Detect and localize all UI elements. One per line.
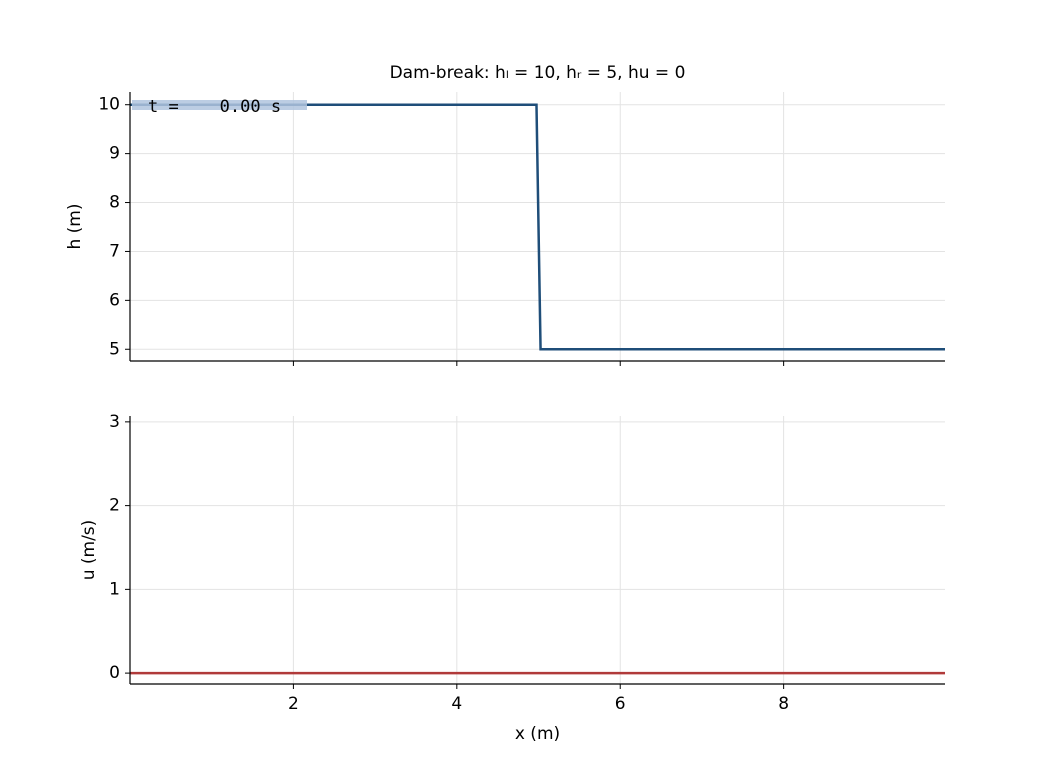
annotation: t = 0.00 s (148, 97, 281, 117)
y-tick-label: 8 (109, 193, 120, 213)
x-tick-label: 4 (451, 694, 462, 714)
chart-title: Dam-break: hₗ = 10, hᵣ = 5, hu = 0 (390, 63, 686, 83)
y-tick-label: 9 (109, 144, 120, 164)
y-axis-label: h (m) (65, 203, 85, 249)
x-tick-label: 2 (288, 694, 299, 714)
annotation-box (132, 100, 307, 110)
y-tick-label: 6 (109, 290, 120, 310)
x-tick-label: 6 (615, 694, 626, 714)
y-tick-label: 0 (109, 663, 120, 683)
data-line (130, 103, 945, 351)
y-tick-label: 10 (98, 95, 120, 115)
y-tick-label: 5 (109, 339, 120, 359)
x-axis-label: x (m) (515, 724, 560, 744)
y-axis-label: u (m/s) (79, 520, 99, 581)
x-tick-label: 8 (778, 694, 789, 714)
y-tick-label: 1 (109, 579, 120, 599)
y-tick-label: 3 (109, 412, 120, 432)
y-tick-label: 7 (109, 241, 120, 261)
y-tick-label: 2 (109, 496, 120, 516)
